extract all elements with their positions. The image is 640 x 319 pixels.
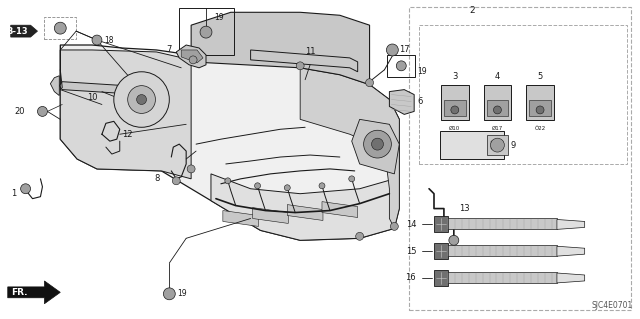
Circle shape [54, 22, 66, 34]
Text: 10: 10 [87, 93, 97, 102]
Bar [441, 85, 468, 120]
Circle shape [172, 177, 180, 185]
Bar [484, 85, 511, 120]
Text: 8: 8 [154, 174, 159, 183]
Bar [434, 217, 448, 232]
Circle shape [187, 165, 195, 173]
Text: 7: 7 [166, 46, 172, 55]
Circle shape [163, 288, 175, 300]
Polygon shape [181, 50, 203, 63]
Circle shape [390, 222, 398, 230]
Bar [448, 245, 557, 256]
Text: FR.: FR. [11, 288, 28, 297]
Text: 17: 17 [399, 46, 410, 55]
Bar [448, 272, 557, 283]
Text: 6: 6 [417, 97, 422, 106]
Text: 18: 18 [104, 35, 113, 45]
Text: 5: 5 [538, 72, 543, 81]
Text: 20: 20 [14, 107, 24, 116]
Polygon shape [60, 50, 191, 179]
Circle shape [349, 176, 355, 182]
Polygon shape [176, 45, 206, 68]
Text: 13: 13 [459, 204, 469, 213]
Circle shape [20, 184, 31, 194]
Bar [448, 219, 557, 229]
Text: 19: 19 [177, 289, 187, 298]
Text: 12: 12 [122, 130, 132, 139]
Bar [179, 8, 234, 55]
Polygon shape [60, 45, 399, 240]
Text: Ø17: Ø17 [492, 126, 503, 131]
Circle shape [372, 138, 383, 150]
Bar [526, 85, 554, 120]
Circle shape [225, 178, 231, 184]
Polygon shape [300, 68, 399, 228]
Polygon shape [51, 76, 60, 96]
Bar [409, 7, 631, 310]
Circle shape [38, 107, 47, 116]
Circle shape [92, 35, 102, 45]
Polygon shape [211, 174, 394, 240]
Circle shape [536, 106, 544, 114]
Bar [492, 141, 504, 149]
Polygon shape [11, 25, 38, 37]
Bar [440, 131, 504, 159]
Text: 1: 1 [12, 189, 17, 198]
Circle shape [128, 85, 156, 114]
Circle shape [114, 72, 170, 127]
Circle shape [284, 185, 291, 191]
Bar [44, 17, 76, 39]
Circle shape [189, 56, 197, 64]
Circle shape [396, 61, 406, 71]
Polygon shape [8, 281, 60, 304]
Circle shape [490, 138, 504, 152]
Polygon shape [322, 202, 358, 218]
Polygon shape [251, 50, 358, 72]
Circle shape [451, 106, 459, 114]
Bar [434, 243, 448, 259]
Polygon shape [287, 204, 323, 220]
Text: 9: 9 [510, 141, 516, 150]
Circle shape [200, 26, 212, 38]
Text: SJC4E0701: SJC4E0701 [591, 301, 632, 310]
Text: 15: 15 [406, 247, 416, 256]
Text: Ø10: Ø10 [449, 126, 460, 131]
Circle shape [136, 94, 147, 105]
Polygon shape [191, 12, 369, 85]
Text: 16: 16 [406, 273, 416, 282]
Polygon shape [389, 90, 414, 115]
Polygon shape [223, 211, 259, 226]
Circle shape [356, 232, 364, 240]
Circle shape [364, 130, 392, 158]
Circle shape [387, 44, 398, 56]
Polygon shape [557, 273, 585, 283]
Circle shape [319, 183, 325, 189]
Text: 14: 14 [406, 220, 416, 229]
Text: 4: 4 [495, 72, 500, 81]
Polygon shape [352, 119, 399, 174]
Bar [486, 135, 508, 155]
Bar [419, 25, 627, 164]
Text: 3: 3 [452, 72, 458, 81]
Circle shape [365, 79, 374, 87]
Bar [444, 100, 466, 116]
Text: 19: 19 [214, 13, 223, 22]
Bar [486, 100, 508, 116]
Polygon shape [557, 219, 585, 229]
Text: 2: 2 [469, 6, 475, 15]
Text: B-13: B-13 [6, 26, 28, 36]
Text: 11: 11 [305, 48, 316, 56]
Bar [387, 55, 415, 77]
Polygon shape [60, 82, 159, 96]
Text: Ô22: Ô22 [534, 126, 546, 131]
Bar [434, 270, 448, 286]
Text: 19: 19 [417, 67, 427, 76]
Circle shape [493, 106, 501, 114]
Circle shape [255, 183, 260, 189]
Bar [529, 100, 551, 116]
Polygon shape [557, 246, 585, 256]
Circle shape [296, 62, 304, 70]
Polygon shape [253, 208, 288, 223]
Circle shape [449, 235, 459, 245]
